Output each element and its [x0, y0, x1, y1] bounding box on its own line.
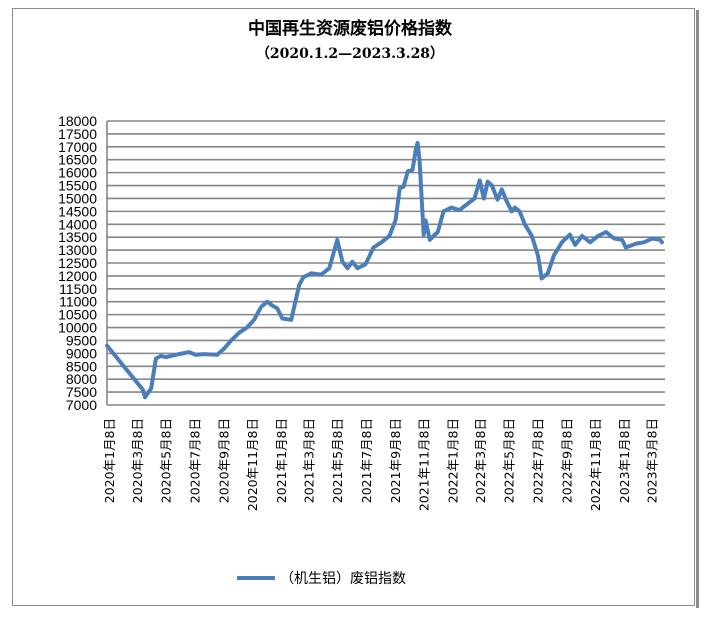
y-tick-label: 12500	[58, 255, 97, 271]
y-tick-label: 13000	[58, 242, 97, 258]
x-tick-label: 2020年5月8日	[159, 418, 174, 503]
y-tick-label: 15500	[58, 178, 97, 194]
y-tick-label: 15000	[58, 190, 97, 206]
series-line	[105, 140, 664, 400]
x-tick-label: 2021年5月8日	[330, 418, 345, 503]
x-tick-label: 2021年7月8日	[359, 418, 374, 503]
y-tick-label: 10000	[58, 320, 97, 336]
y-tick-label: 14000	[58, 216, 97, 232]
x-tick-label: 2022年3月8日	[473, 418, 488, 503]
y-tick-label: 7500	[66, 384, 97, 400]
y-tick-label: 16500	[58, 152, 97, 168]
x-tick-label: 2020年3月8日	[130, 418, 145, 503]
y-tick-label: 11500	[59, 281, 97, 297]
y-tick-label: 10500	[58, 307, 97, 323]
x-tick-label: 2023年3月8日	[645, 418, 660, 503]
chart-title: 中国再生资源废铝价格指数	[248, 18, 453, 39]
x-tick-label: 2021年1月8日	[274, 418, 289, 503]
x-tick-label: 2020年1月8日	[102, 418, 117, 503]
legend: （机生铝）废铝指数	[237, 571, 406, 587]
y-tick-label: 13500	[58, 229, 97, 245]
x-tick-label: 2023年1月8日	[617, 418, 632, 503]
x-tick-label: 2022年11月8日	[588, 418, 603, 511]
y-tick-label: 18000	[58, 113, 97, 129]
x-tick-label: 2021年11月8日	[417, 418, 432, 511]
y-tick-label: 17000	[58, 139, 97, 155]
y-tick-label: 11000	[59, 294, 97, 310]
y-tick-label: 9000	[66, 345, 97, 361]
y-tick-label: 8500	[66, 358, 97, 374]
x-tick-label: 2021年9月8日	[388, 418, 403, 503]
x-tick-label: 2022年9月8日	[560, 418, 575, 503]
y-tick-label: 8000	[66, 371, 97, 387]
legend-label: （机生铝）废铝指数	[280, 571, 406, 587]
chart-frame	[12, 8, 695, 606]
frame-shadow	[696, 10, 699, 608]
y-tick-label: 17500	[58, 126, 97, 142]
y-tick-label: 14500	[58, 203, 97, 219]
x-tick-label: 2020年7月8日	[187, 418, 202, 503]
x-tick-label: 2020年9月8日	[216, 418, 231, 503]
y-tick-label: 9500	[66, 332, 97, 348]
x-tick-label: 2020年11月8日	[245, 418, 260, 511]
y-tick-label: 12000	[58, 268, 97, 284]
x-tick-label: 2022年7月8日	[530, 418, 545, 503]
chart-subtitle: （2020.1.2—2023.3.28）	[256, 46, 444, 62]
y-tick-label: 16000	[58, 165, 97, 181]
y-tick-label: 7000	[66, 397, 97, 413]
x-tick-label: 2022年1月8日	[445, 418, 460, 503]
x-tick-label: 2021年3月8日	[302, 418, 317, 503]
x-tick-label: 2022年5月8日	[502, 418, 517, 503]
